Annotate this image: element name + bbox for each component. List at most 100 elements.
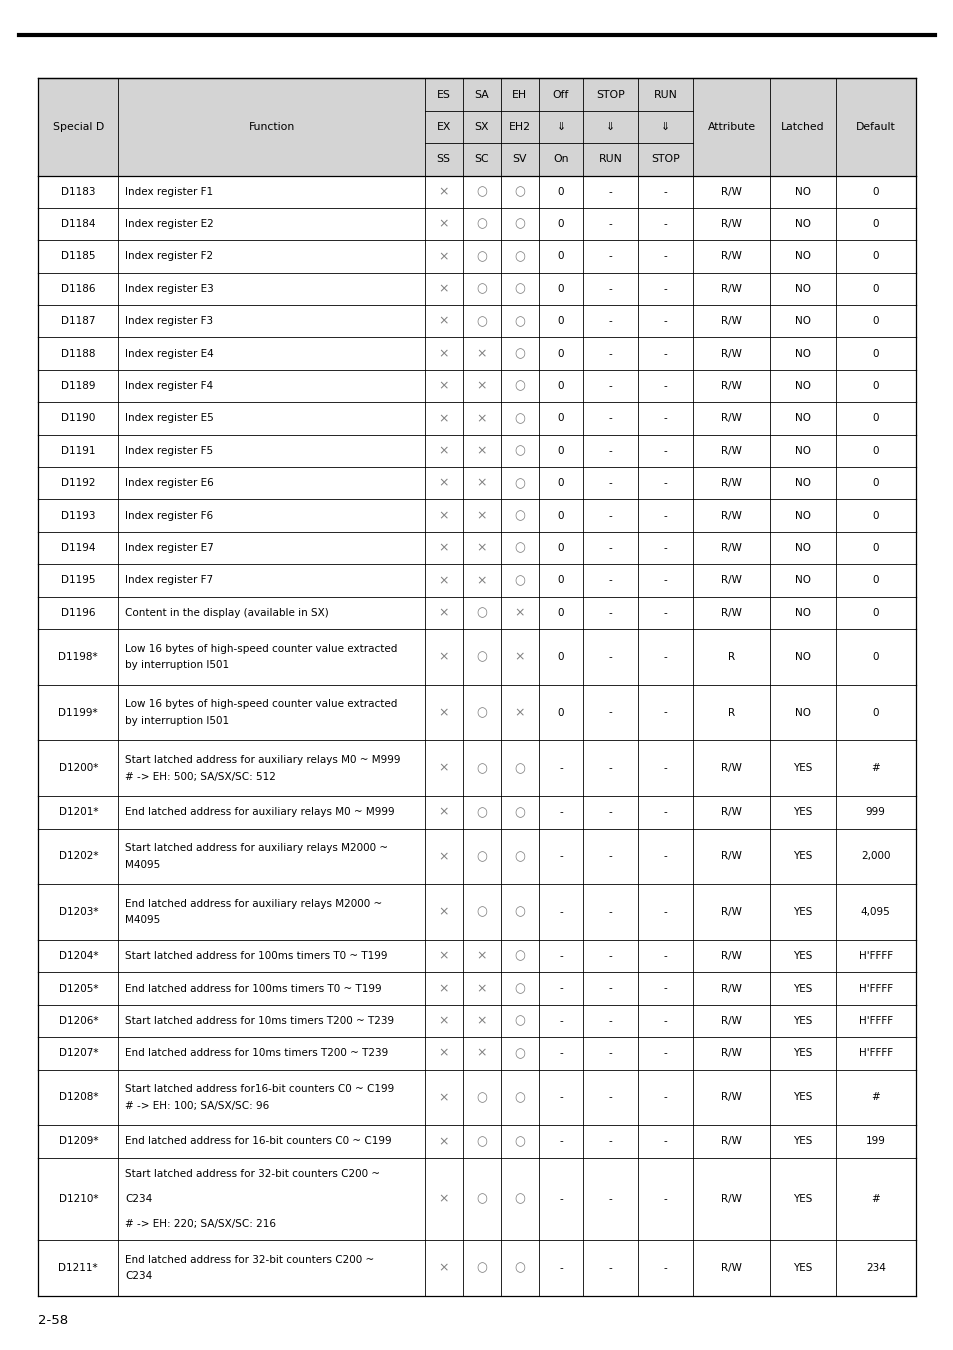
Text: EX: EX xyxy=(436,122,451,132)
Text: 0: 0 xyxy=(558,652,563,662)
Text: STOP: STOP xyxy=(596,89,624,100)
Text: D1185: D1185 xyxy=(61,251,95,262)
Text: ×: × xyxy=(514,651,524,663)
Text: ○: ○ xyxy=(476,1262,487,1274)
Text: 0: 0 xyxy=(558,608,563,618)
Text: YES: YES xyxy=(792,1137,812,1146)
Text: ○: ○ xyxy=(514,315,525,328)
Text: -: - xyxy=(608,984,612,994)
Text: ×: × xyxy=(514,606,524,620)
Text: EH2: EH2 xyxy=(508,122,530,132)
Text: Index register F2: Index register F2 xyxy=(125,251,213,262)
Text: ×: × xyxy=(476,1046,486,1060)
Text: NO: NO xyxy=(794,219,810,230)
Text: ×: × xyxy=(438,185,449,198)
Text: -: - xyxy=(558,952,562,961)
Text: -: - xyxy=(608,852,612,861)
Text: ×: × xyxy=(438,1135,449,1148)
Text: End latched address for 10ms timers T200 ~ T239: End latched address for 10ms timers T200… xyxy=(125,1049,388,1058)
Bar xyxy=(38,370,915,402)
Text: M4095: M4095 xyxy=(125,915,160,926)
Text: D1199*: D1199* xyxy=(58,707,98,718)
Text: D1207*: D1207* xyxy=(58,1049,98,1058)
Bar xyxy=(38,1241,915,1296)
Text: ○: ○ xyxy=(514,850,525,863)
Text: -: - xyxy=(558,1092,562,1103)
Text: ○: ○ xyxy=(476,282,487,296)
Text: #: # xyxy=(870,1092,880,1103)
Text: Index register F1: Index register F1 xyxy=(125,186,213,197)
Text: ×: × xyxy=(476,347,486,360)
Text: Index register F7: Index register F7 xyxy=(125,575,213,586)
Text: ○: ○ xyxy=(514,1046,525,1060)
Text: D1202*: D1202* xyxy=(58,852,98,861)
Text: YES: YES xyxy=(792,763,812,774)
Text: NO: NO xyxy=(794,575,810,586)
Text: YES: YES xyxy=(792,1264,812,1273)
Text: R/W: R/W xyxy=(720,807,741,817)
Text: 0: 0 xyxy=(872,186,878,197)
Text: ×: × xyxy=(476,1014,486,1027)
Text: 0: 0 xyxy=(558,478,563,489)
Text: R/W: R/W xyxy=(720,510,741,521)
Text: ○: ○ xyxy=(476,906,487,918)
Text: ×: × xyxy=(438,217,449,231)
Text: -: - xyxy=(608,186,612,197)
Text: ○: ○ xyxy=(514,250,525,263)
Text: EH: EH xyxy=(512,89,527,100)
Bar xyxy=(38,435,915,467)
Text: 0: 0 xyxy=(558,707,563,718)
Text: R/W: R/W xyxy=(720,284,741,294)
Text: ×: × xyxy=(476,379,486,393)
Text: -: - xyxy=(608,381,612,392)
Text: -: - xyxy=(663,543,667,554)
Bar xyxy=(38,500,915,532)
Text: ○: ○ xyxy=(514,185,525,198)
Text: -: - xyxy=(663,510,667,521)
Text: Default: Default xyxy=(855,122,895,132)
Text: -: - xyxy=(663,907,667,917)
Text: -: - xyxy=(663,952,667,961)
Text: -: - xyxy=(608,219,612,230)
Bar xyxy=(38,684,915,740)
Bar xyxy=(38,940,915,972)
Text: R/W: R/W xyxy=(720,251,741,262)
Text: Index register E4: Index register E4 xyxy=(125,348,213,359)
Text: SV: SV xyxy=(512,154,526,165)
Text: -: - xyxy=(558,1193,562,1204)
Text: R/W: R/W xyxy=(720,543,741,554)
Text: 999: 999 xyxy=(865,807,884,817)
Bar xyxy=(38,796,915,829)
Text: -: - xyxy=(558,907,562,917)
Text: ○: ○ xyxy=(514,1091,525,1104)
Text: -: - xyxy=(608,1137,612,1146)
Text: ○: ○ xyxy=(476,761,487,775)
Text: 0: 0 xyxy=(872,251,878,262)
Text: ○: ○ xyxy=(514,509,525,522)
Bar xyxy=(38,597,915,629)
Text: 0: 0 xyxy=(872,381,878,392)
Text: ×: × xyxy=(476,981,486,995)
Text: -: - xyxy=(663,1017,667,1026)
Text: ○: ○ xyxy=(476,1091,487,1104)
Text: Off: Off xyxy=(552,89,569,100)
Text: Index register E2: Index register E2 xyxy=(125,219,213,230)
Text: STOP: STOP xyxy=(651,154,679,165)
Text: D1204*: D1204* xyxy=(58,952,98,961)
Text: R/W: R/W xyxy=(720,1049,741,1058)
Text: End latched address for 16-bit counters C0 ~ C199: End latched address for 16-bit counters … xyxy=(125,1137,392,1146)
Text: ×: × xyxy=(476,574,486,587)
Text: 0: 0 xyxy=(558,543,563,554)
Text: D1187: D1187 xyxy=(61,316,95,327)
Text: ○: ○ xyxy=(514,541,525,555)
Text: YES: YES xyxy=(792,952,812,961)
Text: -: - xyxy=(558,984,562,994)
Text: Start latched address for16-bit counters C0 ~ C199: Start latched address for16-bit counters… xyxy=(125,1084,394,1094)
Text: ○: ○ xyxy=(514,806,525,819)
Text: D1188: D1188 xyxy=(61,348,95,359)
Text: 0: 0 xyxy=(558,413,563,424)
Text: ×: × xyxy=(476,412,486,425)
Text: ×: × xyxy=(476,509,486,522)
Text: -: - xyxy=(663,1264,667,1273)
Text: SA: SA xyxy=(474,89,489,100)
